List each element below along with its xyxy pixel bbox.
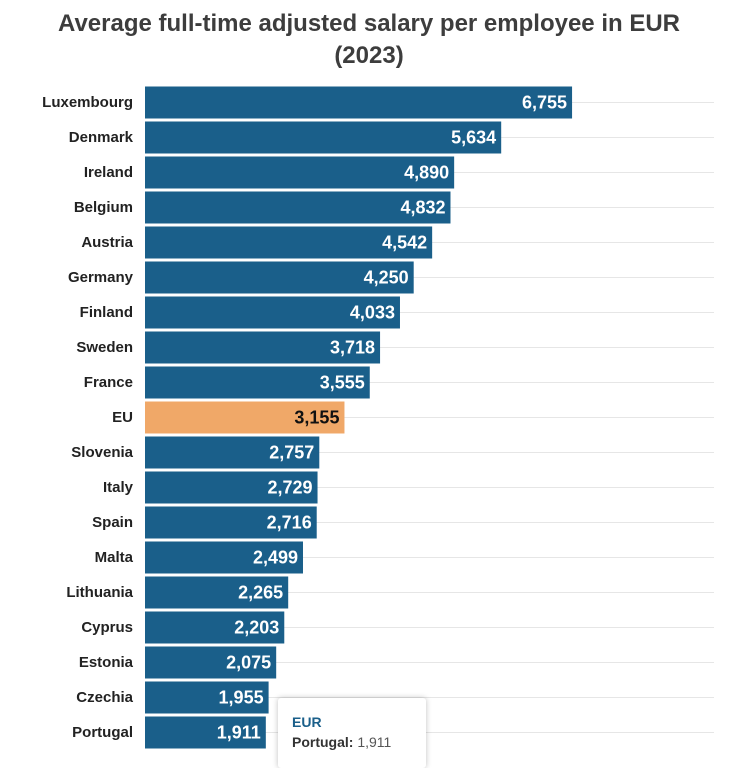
category-label: France [84,374,133,391]
value-label: 4,250 [364,268,409,288]
value-label: 4,832 [400,198,445,218]
value-label: 5,634 [451,128,496,148]
category-label: Lithuania [66,584,133,601]
bar-eu[interactable] [145,401,345,434]
category-label: Cyprus [81,619,133,636]
value-label: 1,911 [217,723,261,743]
value-label: 4,542 [382,233,427,253]
bar-slovenia[interactable] [145,436,320,469]
tooltip-series-name: EUR [292,714,322,730]
value-label: 2,716 [267,513,312,533]
tooltip-category: Portugal: [292,734,354,750]
category-label: Denmark [69,129,134,146]
bar-lithuania[interactable] [145,576,289,609]
chart-title: Average full-time adjusted salary per em… [0,8,738,72]
bar-estonia[interactable] [145,646,277,679]
bar-germany[interactable] [145,261,414,294]
value-label: 2,757 [269,443,314,463]
bar-ireland[interactable] [145,156,455,189]
category-label: Portugal [72,724,133,741]
bar-france[interactable] [145,366,370,399]
value-label: 1,955 [219,688,264,708]
value-label: 2,075 [226,653,271,673]
bar-spain[interactable] [145,506,317,539]
bar-sweden[interactable] [145,331,381,364]
category-label: EU [112,409,133,426]
category-label: Czechia [76,689,133,706]
chart-tooltip: EUR Portugal: 1,911 [278,698,426,768]
bar-czechia[interactable] [145,681,269,714]
bar-italy[interactable] [145,471,318,504]
category-label: Luxembourg [42,94,133,111]
value-label: 4,033 [350,303,395,323]
value-label: 2,265 [238,583,283,603]
bar-denmark[interactable] [145,121,502,154]
chart-title-year: (2023) [334,42,404,69]
category-label: Germany [68,269,134,286]
chart-title-text: Average full-time adjusted salary per em… [58,10,680,37]
category-label: Estonia [79,654,134,671]
bar-malta[interactable] [145,541,303,574]
category-label: Slovenia [71,444,133,461]
value-label: 3,155 [294,408,339,428]
bar-finland[interactable] [145,296,400,329]
bar-cyprus[interactable] [145,611,285,644]
category-label: Italy [103,479,134,496]
category-label: Belgium [74,199,133,216]
category-label: Sweden [76,339,133,356]
value-label: 2,729 [267,478,312,498]
category-label: Malta [95,549,134,566]
category-label: Finland [80,304,133,321]
bar-portugal[interactable] [145,716,266,749]
category-label: Austria [81,234,133,251]
value-label: 6,755 [522,93,567,113]
value-label: 4,890 [404,163,449,183]
value-label: 2,203 [234,618,279,638]
bar-belgium[interactable] [145,191,451,224]
bar-luxembourg[interactable] [145,86,573,119]
value-label: 2,499 [253,548,298,568]
value-label: 3,718 [330,338,375,358]
value-label: 3,555 [320,373,365,393]
bar-austria[interactable] [145,226,433,259]
category-label: Ireland [84,164,133,181]
category-label: Spain [92,514,133,531]
tooltip-value: 1,911 [357,734,392,750]
